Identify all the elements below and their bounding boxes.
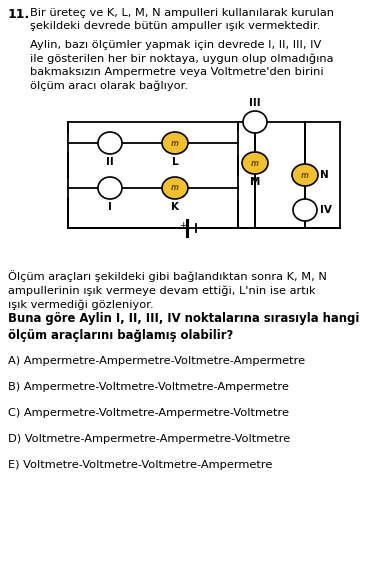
Text: Ölçüm araçları şekildeki gibi bağlandıktan sonra K, M, N
ampullerinin ışık verme: Ölçüm araçları şekildeki gibi bağlandıkt… [8, 270, 327, 310]
Ellipse shape [162, 177, 188, 199]
Text: B) Ampermetre-Voltmetre-Voltmetre-Ampermetre: B) Ampermetre-Voltmetre-Voltmetre-Amperm… [8, 382, 289, 392]
Ellipse shape [242, 152, 268, 174]
Ellipse shape [98, 132, 122, 154]
Ellipse shape [292, 164, 318, 186]
Text: C) Ampermetre-Voltmetre-Ampermetre-Voltmetre: C) Ampermetre-Voltmetre-Ampermetre-Voltm… [8, 408, 289, 418]
Text: D) Voltmetre-Ampermetre-Ampermetre-Voltmetre: D) Voltmetre-Ampermetre-Ampermetre-Voltm… [8, 434, 290, 444]
Text: M: M [250, 177, 260, 187]
Ellipse shape [243, 111, 267, 133]
Text: L: L [172, 157, 178, 167]
Text: −: − [197, 224, 205, 234]
Text: A) Ampermetre-Ampermetre-Voltmetre-Ampermetre: A) Ampermetre-Ampermetre-Voltmetre-Amper… [8, 356, 305, 366]
Text: Buna göre Aylin I, II, III, IV noktalarına sırasıyla hangi
ölçüm araçlarını bağl: Buna göre Aylin I, II, III, IV noktaları… [8, 312, 359, 342]
Ellipse shape [162, 132, 188, 154]
Text: IV: IV [320, 205, 332, 215]
Text: Aylin, bazı ölçümler yapmak için devrede I, II, III, IV
ile gösterilen her bir n: Aylin, bazı ölçümler yapmak için devrede… [30, 40, 333, 91]
Text: m: m [171, 138, 179, 148]
Text: N: N [320, 170, 329, 180]
Text: E) Voltmetre-Voltmetre-Voltmetre-Ampermetre: E) Voltmetre-Voltmetre-Voltmetre-Amperme… [8, 460, 272, 470]
Text: K: K [171, 202, 179, 212]
Text: 11.: 11. [8, 8, 30, 21]
Ellipse shape [98, 177, 122, 199]
Text: II: II [106, 157, 114, 167]
Ellipse shape [293, 199, 317, 221]
Text: m: m [301, 171, 309, 180]
Text: m: m [171, 184, 179, 193]
Text: Bir üreteç ve K, L, M, N ampulleri kullanılarak kurulan
şekildeki devrede bütün : Bir üreteç ve K, L, M, N ampulleri kulla… [30, 8, 334, 31]
Text: III: III [249, 98, 261, 108]
Text: I: I [108, 202, 112, 212]
Text: m: m [251, 159, 259, 168]
Text: +: + [179, 221, 187, 230]
